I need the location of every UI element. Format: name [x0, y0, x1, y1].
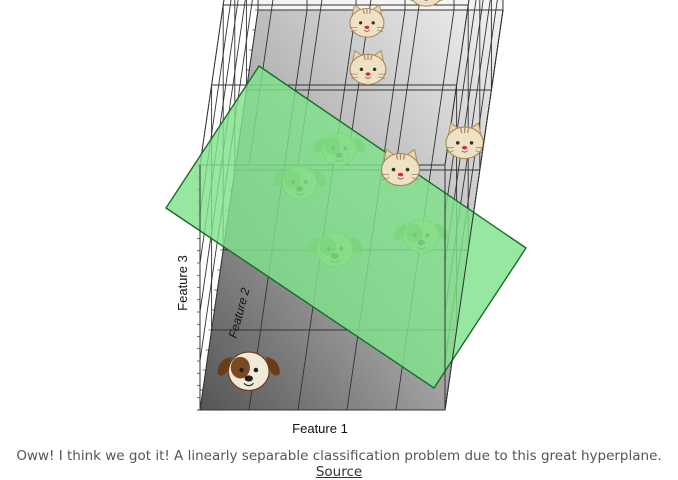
cat-icon [410, 0, 443, 7]
cat-icon [380, 148, 421, 187]
front-frame-layer [199, 9, 504, 411]
x-axis-label: Feature 1 [292, 421, 348, 436]
top-grid-line [346, 0, 372, 166]
front-frame-edge [444, 9, 504, 411]
left-wall-grid-line [199, 0, 225, 166]
hyperplane-layer [165, 65, 527, 389]
source-link[interactable]: Source [315, 464, 363, 480]
dog-icon [217, 351, 280, 392]
hyperplane-3d-figure: Feature 1 Feature 3 Feature 2 [165, 0, 527, 436]
y-axis-label: Feature 3 [175, 255, 190, 311]
caption-text: Oww! I think we got it! A linearly separ… [16, 448, 662, 464]
right-wall-grid-line [444, 0, 484, 264]
top-grid-line [395, 0, 421, 166]
above-plane-points [349, 0, 484, 187]
top-grid-line [444, 0, 470, 166]
figure-caption: Oww! I think we got it! A linearly separ… [0, 448, 678, 480]
front-frame [199, 165, 446, 411]
hyperplane [165, 65, 527, 389]
cat-icon [349, 49, 387, 85]
cat-icon [349, 4, 385, 38]
cat-icon [445, 122, 484, 160]
